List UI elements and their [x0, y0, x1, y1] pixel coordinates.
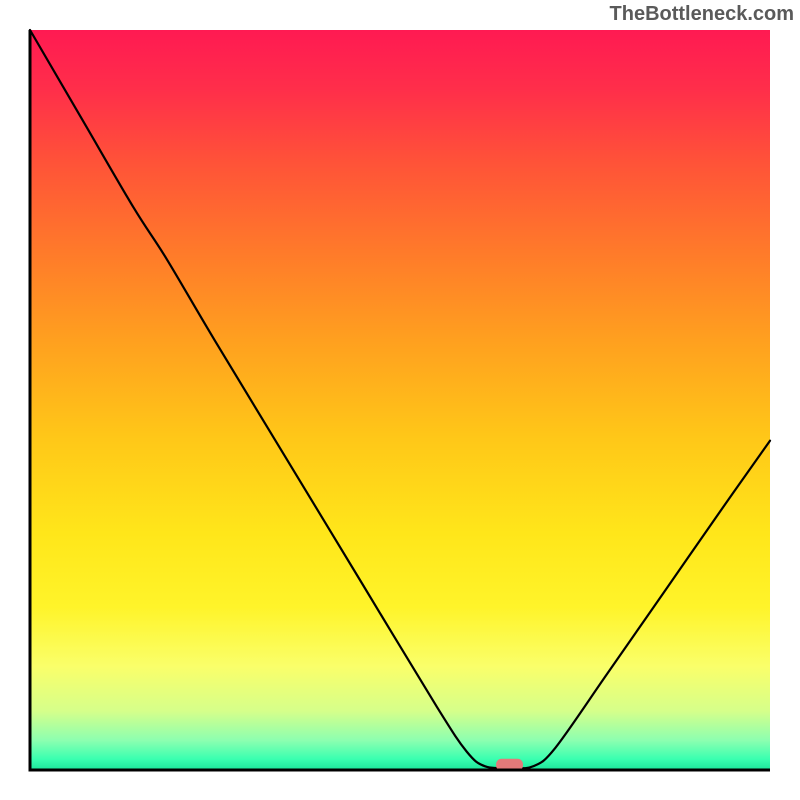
chart-svg	[0, 0, 800, 800]
chart-background	[30, 30, 770, 770]
watermark-text: TheBottleneck.com	[610, 3, 794, 26]
bottleneck-chart: TheBottleneck.com	[0, 0, 800, 800]
